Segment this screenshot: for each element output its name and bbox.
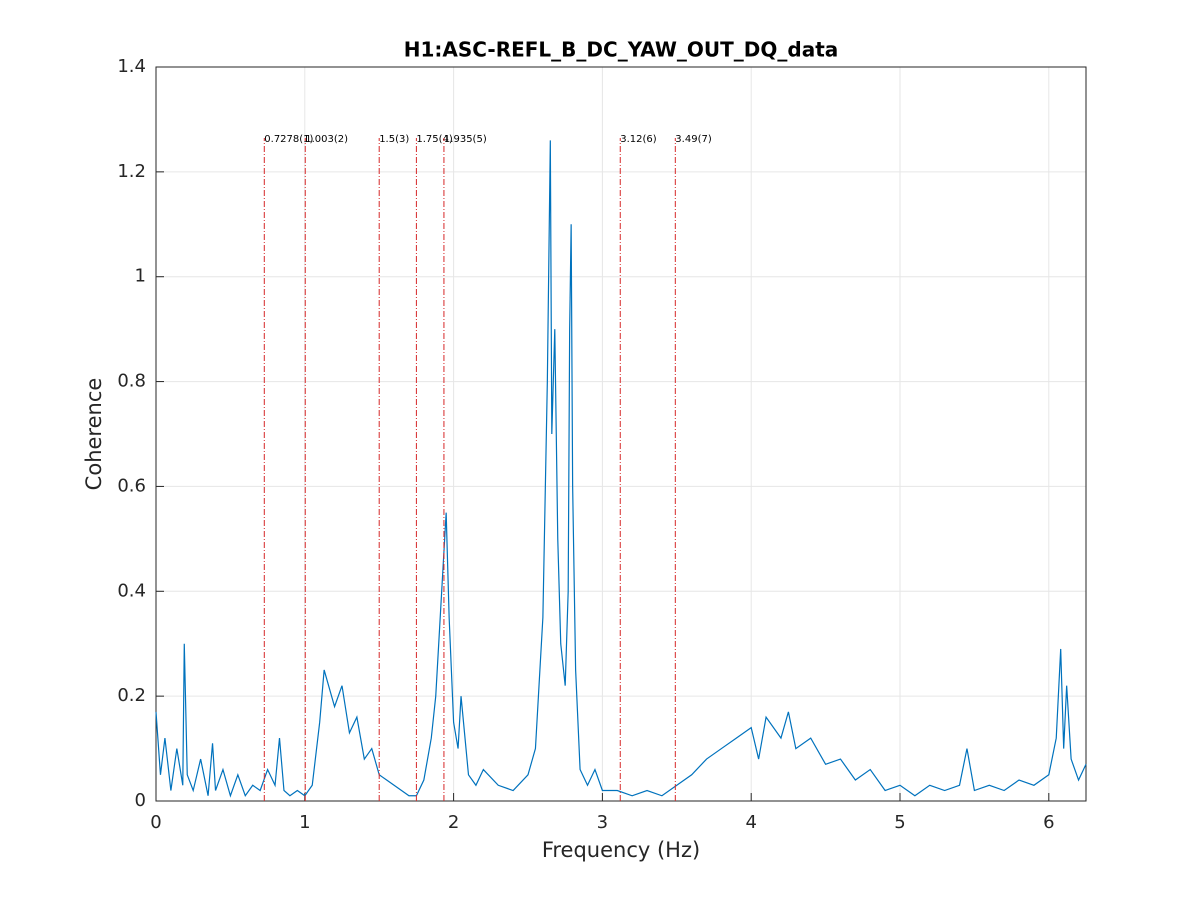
x-tick-label: 0 (150, 812, 161, 833)
marker-label: 1.5(3) (379, 134, 409, 145)
marker-label: 0.7278(1) (264, 134, 313, 145)
y-tick-label: 0.8 (117, 371, 146, 392)
y-axis-label: Coherence (82, 378, 106, 491)
y-tick-label: 0 (135, 790, 146, 811)
chart-title: H1:ASC-REFL_B_DC_YAW_OUT_DQ_data (404, 38, 839, 62)
marker-label: 1.935(5) (444, 134, 487, 145)
y-tick-label: 0.4 (117, 580, 146, 601)
y-tick-label: 1.4 (117, 56, 146, 77)
x-tick-label: 1 (299, 812, 310, 833)
x-tick-label: 3 (597, 812, 608, 833)
x-axis-label: Frequency (Hz) (542, 838, 700, 862)
axes-box (155, 66, 1087, 802)
y-tick-label: 1.2 (117, 161, 146, 182)
x-tick-label: 4 (745, 812, 756, 833)
data-line (155, 140, 1087, 798)
marker-label: 3.49(7) (675, 134, 712, 145)
y-tick-label: 1 (135, 266, 146, 287)
x-tick-label: 5 (894, 812, 905, 833)
y-tick-label: 0.2 (117, 685, 146, 706)
marker-label: 1.75(4) (416, 134, 453, 145)
x-tick-label: 6 (1043, 812, 1054, 833)
y-tick-label: 0.6 (117, 475, 146, 496)
x-tick-label: 2 (448, 812, 459, 833)
marker-label: 1.003(2) (305, 134, 348, 145)
marker-label: 3.12(6) (620, 134, 657, 145)
